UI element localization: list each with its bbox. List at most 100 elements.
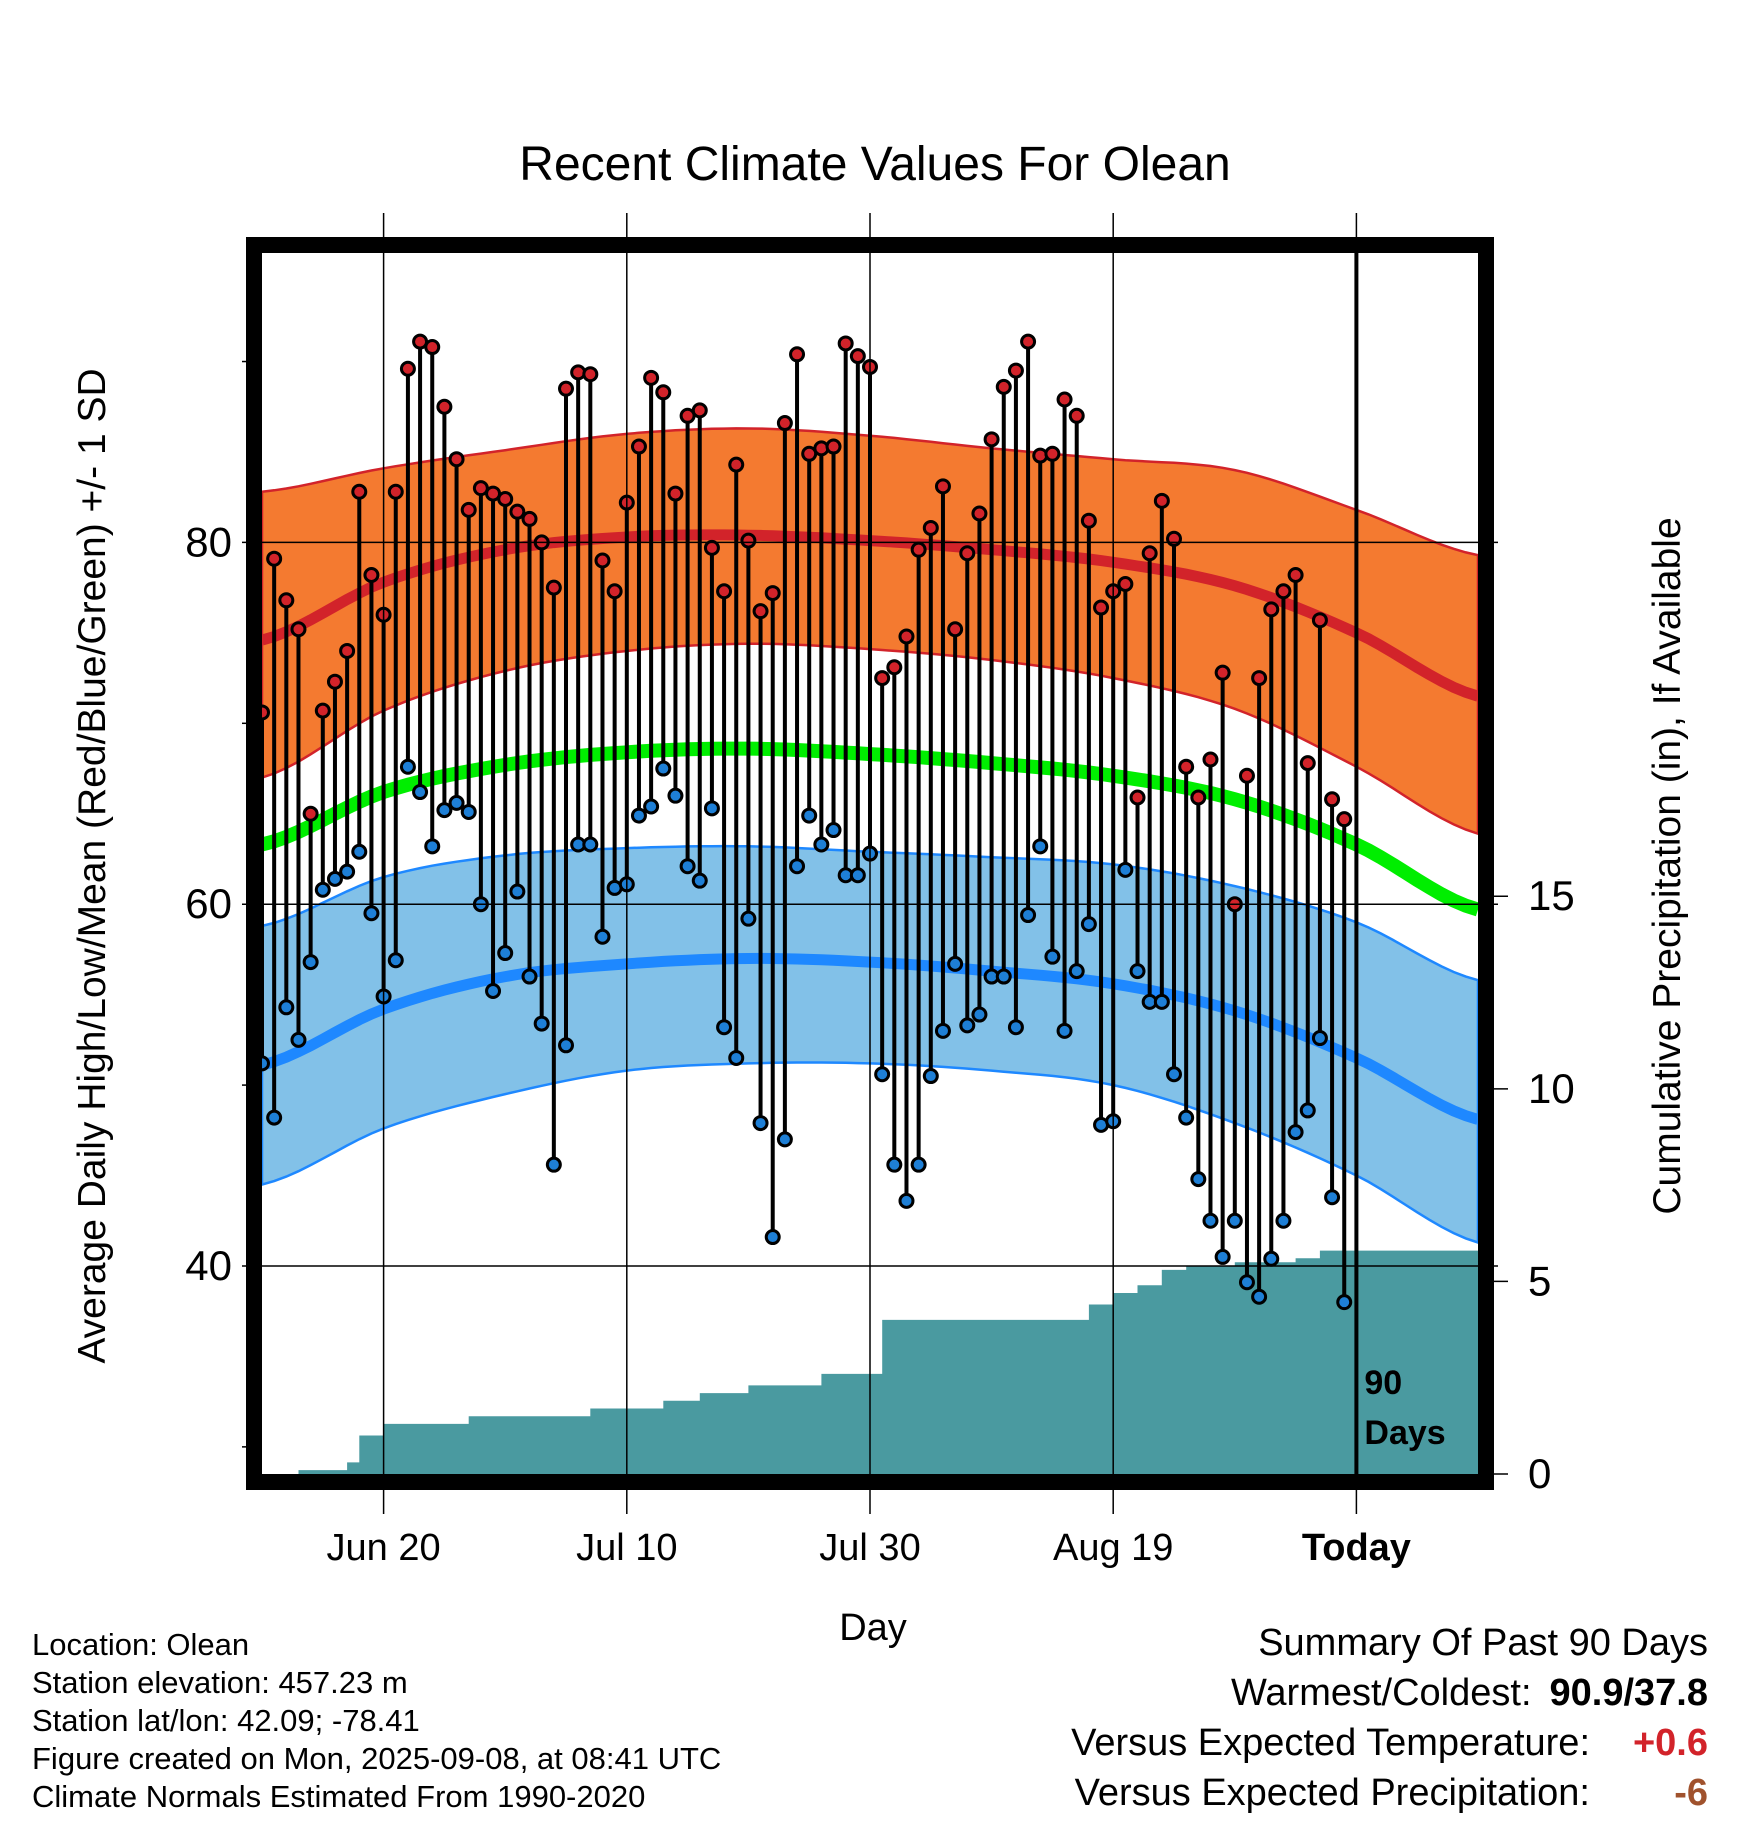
daily-high-point: [886, 659, 903, 676]
daily-high-point: [728, 456, 745, 473]
daily-low-point: [971, 1006, 988, 1023]
daily-high-point: [1287, 566, 1304, 583]
daily-high-point: [521, 510, 538, 527]
daily-low-point: [326, 870, 343, 887]
daily-high-point: [594, 552, 611, 569]
daily-high-point: [1190, 789, 1207, 806]
daily-low-point: [1324, 1189, 1341, 1206]
today-days-label-line2: Days: [1364, 1414, 1445, 1452]
daily-high-point: [1299, 755, 1316, 772]
daily-low-point: [776, 1131, 793, 1148]
station-info: Location: Olean Station elevation: 457.2…: [32, 1626, 721, 1816]
y2-tick-label: 10: [1528, 1065, 1575, 1112]
daily-low-point: [412, 784, 429, 801]
daily-high-point: [497, 491, 514, 508]
daily-high-point: [1311, 612, 1328, 629]
x-axis-label: Day: [839, 1607, 907, 1649]
x-tick-label: Today: [1302, 1527, 1411, 1569]
daily-low-point: [959, 1017, 976, 1034]
daily-high-point: [703, 539, 720, 556]
daily-high-point: [278, 592, 295, 609]
daily-high-point: [1093, 599, 1110, 616]
daily-high-point: [667, 485, 684, 502]
y-axis-label: Average Daily High/Low/Mean (Red/Blue/Gr…: [71, 368, 114, 1363]
daily-high-point: [983, 431, 1000, 448]
daily-low-point: [934, 1022, 951, 1039]
daily-high-point: [1166, 530, 1182, 547]
daily-high-point: [460, 501, 477, 518]
daily-low-point: [1202, 1212, 1219, 1229]
daily-high-point: [1044, 445, 1061, 462]
daily-low-point: [1299, 1102, 1316, 1119]
daily-low-point: [460, 803, 477, 820]
daily-high-point: [606, 583, 623, 600]
daily-high-point: [1336, 811, 1353, 828]
daily-high-point: [874, 670, 891, 687]
warmest-coldest-value: 90.9/37.8: [1549, 1672, 1708, 1714]
daily-low-point: [485, 983, 502, 1000]
daily-low-point: [1190, 1171, 1207, 1188]
daily-high-point: [1251, 670, 1268, 687]
daily-low-point: [703, 800, 720, 817]
daily-low-point: [339, 863, 356, 880]
daily-low-point: [801, 807, 818, 824]
daily-low-point: [533, 1015, 550, 1032]
daily-high-point: [363, 566, 380, 583]
daily-high-point: [1263, 601, 1280, 618]
daily-low-point: [655, 760, 672, 777]
daily-high-point: [582, 366, 599, 383]
daily-high-point: [387, 483, 404, 500]
daily-low-point: [314, 881, 331, 898]
daily-high-point: [947, 621, 964, 638]
created-text: Figure created on Mon, 2025-09-08, at 08…: [32, 1741, 722, 1776]
daily-high-point: [1020, 333, 1037, 350]
daily-high-point: [1117, 576, 1134, 593]
latlon-text: Station lat/lon: 42.09; -78.41: [32, 1703, 420, 1738]
x-tick-label: Jul 30: [819, 1527, 920, 1569]
daily-low-point: [387, 952, 404, 969]
daily-high-point: [934, 478, 951, 495]
daily-high-point: [262, 704, 270, 721]
daily-low-point: [752, 1115, 769, 1132]
daily-high-point: [1153, 492, 1170, 509]
daily-high-point: [509, 503, 526, 520]
daily-high-point: [339, 642, 356, 659]
daily-low-point: [351, 843, 368, 860]
daily-high-point: [558, 380, 574, 397]
warmest-coldest-row: Warmest/Coldest: 90.9/37.8: [1071, 1668, 1708, 1718]
daily-low-point: [266, 1109, 283, 1126]
daily-high-point: [266, 550, 283, 567]
daily-high-point: [1068, 407, 1085, 424]
daily-low-point: [898, 1192, 915, 1209]
daily-high-point: [922, 519, 939, 536]
daily-low-point: [667, 787, 684, 804]
daily-low-point: [1311, 1030, 1328, 1047]
vs-precip-value: -6: [1674, 1772, 1708, 1814]
daily-low-point: [1020, 907, 1037, 924]
y2-tick-label: 0: [1528, 1450, 1551, 1497]
elevation-text: Station elevation: 457.23 m: [32, 1665, 408, 1700]
y2-axis-label: Cumulative Precipitation (in), If Availa…: [1646, 517, 1689, 1214]
daily-low-point: [630, 807, 647, 824]
daily-low-point: [740, 910, 757, 927]
daily-low-point: [764, 1229, 781, 1246]
y2-tick-label: 15: [1528, 872, 1575, 919]
daily-high-point: [764, 585, 781, 602]
daily-low-point: [789, 858, 806, 875]
summary-panel: Summary Of Past 90 Days Warmest/Coldest:…: [1071, 1618, 1708, 1818]
vs-temp-label: Versus Expected Temperature:: [1071, 1722, 1590, 1764]
daily-high-point: [1238, 767, 1255, 784]
normals-source-text: Climate Normals Estimated From 1990-2020: [32, 1779, 646, 1814]
daily-low-point: [497, 945, 514, 962]
daily-low-point: [521, 968, 538, 985]
y-tick-label: 80: [185, 518, 232, 565]
daily-low-point: [1275, 1212, 1292, 1229]
daily-low-point: [545, 1156, 562, 1173]
daily-low-point: [1238, 1274, 1255, 1291]
daily-high-point: [789, 346, 806, 363]
daily-low-point: [910, 1156, 927, 1173]
vs-temp-value: +0.6: [1632, 1722, 1708, 1764]
daily-high-point: [752, 603, 769, 620]
y-tick-label: 60: [185, 880, 232, 927]
